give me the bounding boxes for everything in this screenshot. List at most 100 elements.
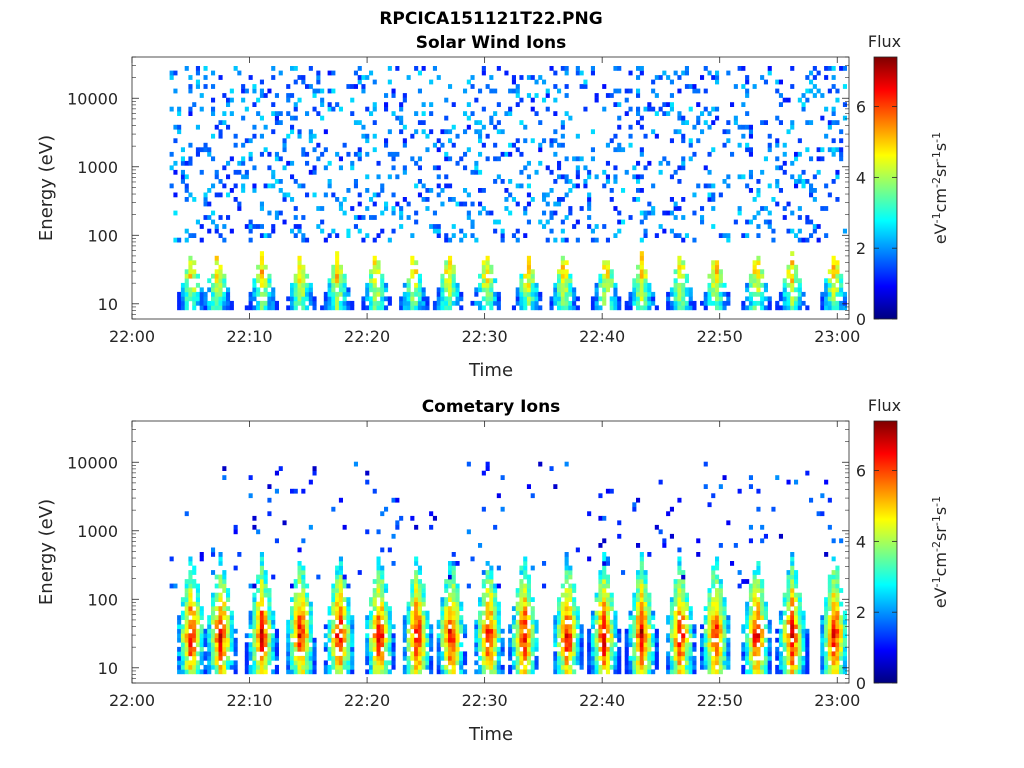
heatmap-cell	[169, 583, 174, 589]
heatmap-cell	[572, 583, 577, 589]
heatmap-cell	[741, 651, 746, 657]
heatmap-cell	[308, 615, 313, 620]
heatmap-cell	[568, 574, 573, 580]
heatmap-cell	[335, 197, 340, 202]
heatmap-cell	[308, 669, 313, 675]
heatmap-cell	[760, 75, 765, 80]
heatmap-cell	[350, 165, 355, 171]
heatmap-cell	[572, 183, 577, 189]
heatmap-cell	[211, 156, 216, 162]
heatmap-cell	[421, 624, 426, 630]
heatmap-cell	[745, 93, 750, 98]
heatmap-cell	[274, 120, 279, 125]
heatmap-cell	[282, 520, 287, 526]
heatmap-cell	[308, 479, 313, 485]
heatmap-cell	[568, 597, 573, 602]
heatmap-cell	[639, 188, 644, 193]
heatmap-cell	[466, 461, 471, 467]
heatmap-cell	[372, 255, 377, 261]
heatmap-cell	[778, 610, 783, 616]
heatmap-cell	[308, 133, 313, 139]
heatmap-cell	[451, 610, 456, 616]
heatmap-cell	[820, 642, 825, 648]
heatmap-cell	[493, 583, 498, 589]
heatmap-cell	[353, 84, 358, 89]
heatmap-cell	[692, 305, 697, 311]
heatmap-cell	[647, 305, 652, 311]
heatmap-cell	[199, 147, 204, 153]
heatmap-cell	[794, 664, 799, 670]
heatmap-cell	[617, 210, 622, 216]
heatmap-cell	[474, 646, 479, 652]
heatmap-cell	[684, 305, 689, 311]
heatmap-cell	[542, 197, 547, 202]
heatmap-cell	[218, 278, 223, 284]
heatmap-cell	[669, 291, 674, 297]
heatmap-cell	[444, 174, 449, 180]
heatmap-cell	[481, 66, 486, 71]
heatmap-cell	[271, 66, 276, 71]
heatmap-cell	[211, 84, 216, 89]
heatmap-cell	[402, 624, 407, 630]
heatmap-cell	[594, 592, 599, 598]
heatmap-cell	[681, 642, 686, 648]
heatmap-cell	[827, 655, 832, 661]
heatmap-cell	[782, 601, 787, 607]
heatmap-cell	[459, 642, 464, 648]
heatmap-cell	[688, 156, 693, 162]
heatmap-cell	[530, 305, 535, 311]
heatmap-cell	[572, 606, 577, 611]
heatmap-cell	[782, 637, 787, 643]
heatmap-cell	[384, 506, 389, 512]
heatmap-cell	[293, 66, 298, 71]
heatmap-cell	[639, 260, 644, 266]
heatmap-cell	[425, 296, 430, 302]
heatmap-cell	[481, 506, 486, 512]
heatmap-cell	[293, 179, 298, 184]
heatmap-cell	[677, 556, 682, 562]
heatmap-cell	[263, 660, 268, 666]
heatmap-cell	[831, 637, 836, 643]
heatmap-cell	[335, 251, 340, 256]
heatmap-cell	[440, 619, 445, 625]
heatmap-cell	[199, 300, 204, 306]
heatmap-cell	[673, 291, 678, 297]
heatmap-cell	[643, 633, 648, 639]
heatmap-cell	[549, 142, 554, 148]
heatmap-cell	[794, 637, 799, 643]
heatmap-cell	[632, 506, 637, 512]
heatmap-cell	[263, 278, 268, 284]
heatmap-cell	[338, 615, 343, 620]
cometary-plot-frame	[131, 420, 850, 684]
heatmap-cell	[489, 88, 494, 94]
heatmap-cell	[282, 147, 287, 153]
heatmap-cell	[199, 637, 204, 643]
heatmap-cell	[816, 237, 821, 243]
heatmap-cell	[745, 305, 750, 311]
heatmap-cell	[448, 183, 453, 189]
heatmap-cell	[455, 651, 460, 657]
heatmap-cell	[376, 624, 381, 630]
heatmap-cell	[350, 300, 355, 306]
heatmap-cell	[410, 651, 415, 657]
heatmap-cell	[666, 210, 671, 216]
heatmap-cell	[726, 520, 731, 526]
heatmap-cell	[271, 651, 276, 657]
heatmap-cell	[406, 201, 411, 207]
heatmap-cell	[613, 133, 618, 139]
heatmap-cell	[673, 655, 678, 661]
heatmap-cell	[726, 642, 731, 648]
heatmap-cell	[534, 642, 539, 648]
heatmap-cell	[677, 305, 682, 311]
heatmap-cell	[775, 305, 780, 311]
heatmap-cell	[760, 615, 765, 620]
heatmap-cell	[763, 601, 768, 607]
heatmap-cell	[711, 269, 716, 275]
heatmap-cell	[801, 102, 806, 107]
heatmap-cell	[384, 606, 389, 611]
heatmap-cell	[425, 197, 430, 202]
heatmap-cell	[639, 287, 644, 293]
heatmap-cell	[259, 305, 264, 311]
heatmap-cell	[391, 561, 396, 566]
heatmap-cell	[553, 628, 558, 634]
